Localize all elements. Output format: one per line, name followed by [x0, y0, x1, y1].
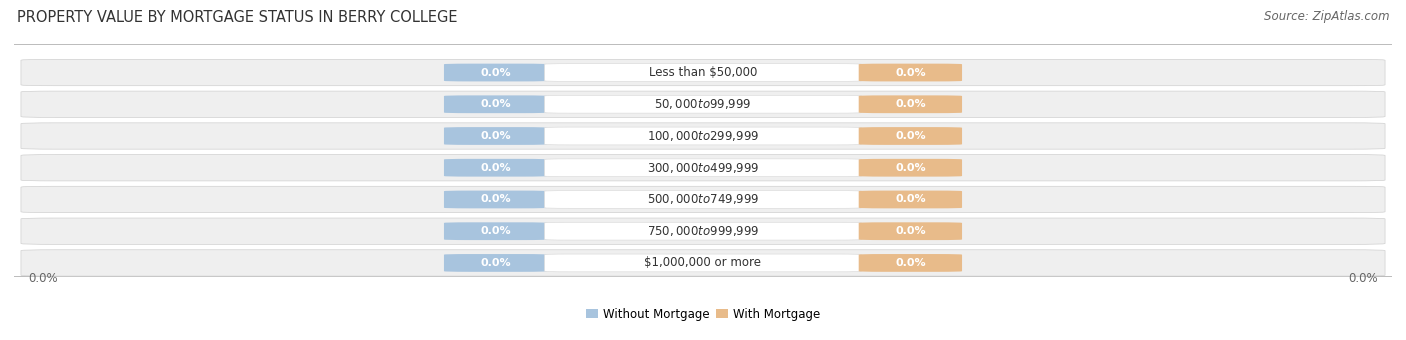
Text: 0.0%: 0.0%: [481, 68, 510, 78]
Text: PROPERTY VALUE BY MORTGAGE STATUS IN BERRY COLLEGE: PROPERTY VALUE BY MORTGAGE STATUS IN BER…: [17, 10, 457, 25]
Text: 0.0%: 0.0%: [481, 131, 510, 141]
Text: Source: ZipAtlas.com: Source: ZipAtlas.com: [1264, 10, 1389, 23]
Text: $1,000,000 or more: $1,000,000 or more: [644, 256, 762, 269]
FancyBboxPatch shape: [21, 59, 1385, 86]
FancyBboxPatch shape: [859, 254, 962, 272]
FancyBboxPatch shape: [21, 123, 1385, 149]
FancyBboxPatch shape: [859, 64, 962, 81]
Legend: Without Mortgage, With Mortgage: Without Mortgage, With Mortgage: [581, 303, 825, 325]
Text: $50,000 to $99,999: $50,000 to $99,999: [654, 97, 752, 111]
FancyBboxPatch shape: [859, 127, 962, 145]
FancyBboxPatch shape: [544, 64, 862, 81]
FancyBboxPatch shape: [544, 191, 862, 208]
FancyBboxPatch shape: [444, 191, 547, 208]
FancyBboxPatch shape: [21, 250, 1385, 276]
Text: 0.0%: 0.0%: [481, 226, 510, 236]
FancyBboxPatch shape: [544, 127, 862, 145]
Text: Less than $50,000: Less than $50,000: [648, 66, 758, 79]
FancyBboxPatch shape: [444, 159, 547, 176]
FancyBboxPatch shape: [444, 222, 547, 240]
FancyBboxPatch shape: [544, 222, 862, 240]
Text: 0.0%: 0.0%: [28, 272, 58, 285]
Text: 0.0%: 0.0%: [896, 258, 925, 268]
Text: 0.0%: 0.0%: [896, 131, 925, 141]
FancyBboxPatch shape: [21, 155, 1385, 181]
Text: 0.0%: 0.0%: [481, 258, 510, 268]
Text: 0.0%: 0.0%: [896, 163, 925, 173]
FancyBboxPatch shape: [544, 159, 862, 176]
FancyBboxPatch shape: [444, 96, 547, 113]
Text: 0.0%: 0.0%: [1348, 272, 1378, 285]
Text: 0.0%: 0.0%: [896, 68, 925, 78]
FancyBboxPatch shape: [859, 96, 962, 113]
Text: $750,000 to $999,999: $750,000 to $999,999: [647, 224, 759, 238]
Text: 0.0%: 0.0%: [896, 226, 925, 236]
FancyBboxPatch shape: [859, 222, 962, 240]
Text: $100,000 to $299,999: $100,000 to $299,999: [647, 129, 759, 143]
FancyBboxPatch shape: [859, 191, 962, 208]
Text: $300,000 to $499,999: $300,000 to $499,999: [647, 161, 759, 175]
FancyBboxPatch shape: [21, 218, 1385, 244]
FancyBboxPatch shape: [444, 254, 547, 272]
Text: 0.0%: 0.0%: [896, 99, 925, 109]
FancyBboxPatch shape: [544, 254, 862, 272]
FancyBboxPatch shape: [544, 96, 862, 113]
Text: 0.0%: 0.0%: [896, 194, 925, 204]
Text: 0.0%: 0.0%: [481, 194, 510, 204]
FancyBboxPatch shape: [444, 127, 547, 145]
Text: 0.0%: 0.0%: [481, 163, 510, 173]
FancyBboxPatch shape: [21, 91, 1385, 117]
Text: 0.0%: 0.0%: [481, 99, 510, 109]
FancyBboxPatch shape: [859, 159, 962, 176]
FancyBboxPatch shape: [21, 186, 1385, 212]
FancyBboxPatch shape: [444, 64, 547, 81]
Text: $500,000 to $749,999: $500,000 to $749,999: [647, 192, 759, 206]
